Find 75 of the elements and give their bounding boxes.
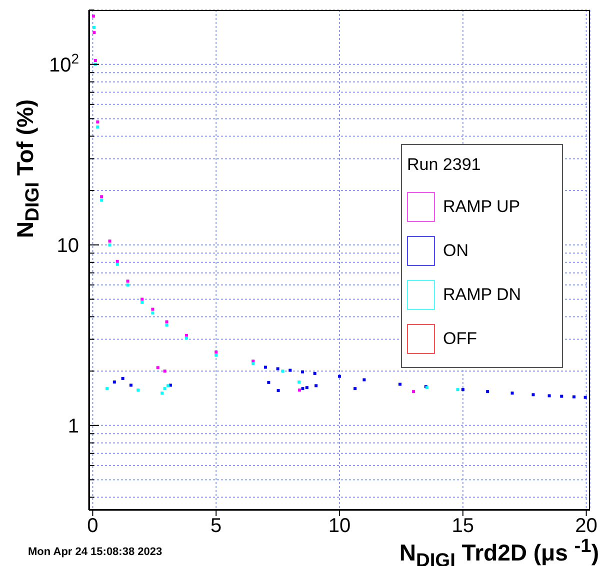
- point: [100, 195, 104, 198]
- point: [412, 390, 416, 394]
- point: [106, 387, 109, 390]
- point: [165, 320, 168, 324]
- point: [288, 368, 292, 372]
- point: [264, 366, 267, 369]
- point: [184, 336, 188, 340]
- point: [532, 393, 535, 396]
- point: [116, 262, 119, 266]
- point: [584, 396, 587, 399]
- point: [156, 366, 160, 370]
- point: [108, 240, 112, 243]
- point: [486, 390, 490, 394]
- point: [398, 382, 402, 386]
- legend-title: Run 2391: [407, 155, 482, 175]
- point: [572, 395, 576, 398]
- point: [92, 14, 95, 18]
- point: [354, 387, 357, 390]
- point: [362, 378, 366, 382]
- point: [160, 392, 164, 395]
- point: [166, 384, 170, 388]
- point: [151, 308, 154, 311]
- x-tick-label: 5: [210, 515, 222, 538]
- point: [116, 260, 119, 263]
- point: [276, 389, 280, 392]
- point: [252, 362, 255, 366]
- point: [281, 370, 284, 373]
- point: [298, 380, 301, 384]
- point: [267, 380, 270, 384]
- point: [126, 283, 130, 286]
- point: [136, 388, 140, 392]
- point: [276, 367, 280, 370]
- point: [94, 59, 97, 62]
- point: [301, 387, 304, 390]
- x-tick-label: 10: [328, 515, 351, 538]
- point: [96, 120, 100, 124]
- x-tick-label: 0: [87, 515, 98, 538]
- point: [126, 280, 130, 283]
- point: [338, 374, 341, 378]
- point: [108, 243, 112, 246]
- legend-label: RAMP UP: [443, 197, 520, 217]
- x-tick-label: 20: [575, 515, 598, 538]
- point: [151, 311, 154, 314]
- point: [548, 394, 551, 398]
- point: [560, 394, 564, 398]
- point: [461, 388, 464, 392]
- point: [92, 26, 96, 29]
- point: [456, 388, 460, 392]
- y-tick-label: 10: [56, 234, 79, 257]
- x-tick-label: 15: [452, 515, 474, 538]
- y-tick-label: 1: [68, 415, 79, 438]
- point: [214, 350, 218, 354]
- point: [314, 384, 318, 388]
- point: [100, 198, 104, 202]
- y-tick-label: 10$^{2}$: [48, 50, 80, 76]
- point: [92, 31, 96, 34]
- point: [121, 376, 124, 380]
- point: [214, 354, 218, 357]
- legend-label: OFF: [443, 329, 477, 349]
- point: [163, 387, 166, 390]
- point: [510, 392, 514, 395]
- point: [163, 370, 166, 373]
- point: [300, 370, 304, 374]
- point: [140, 300, 144, 304]
- point: [96, 125, 100, 128]
- legend-label: ON: [443, 241, 468, 261]
- point: [298, 388, 302, 392]
- point: [165, 323, 168, 326]
- text: Mon Apr 24 15:08:38 2023: [28, 546, 162, 558]
- point: [112, 380, 116, 384]
- point: [313, 372, 316, 375]
- point: [305, 386, 308, 390]
- point: [140, 298, 144, 301]
- legend-label: RAMP DN: [443, 285, 522, 305]
- point: [129, 384, 132, 387]
